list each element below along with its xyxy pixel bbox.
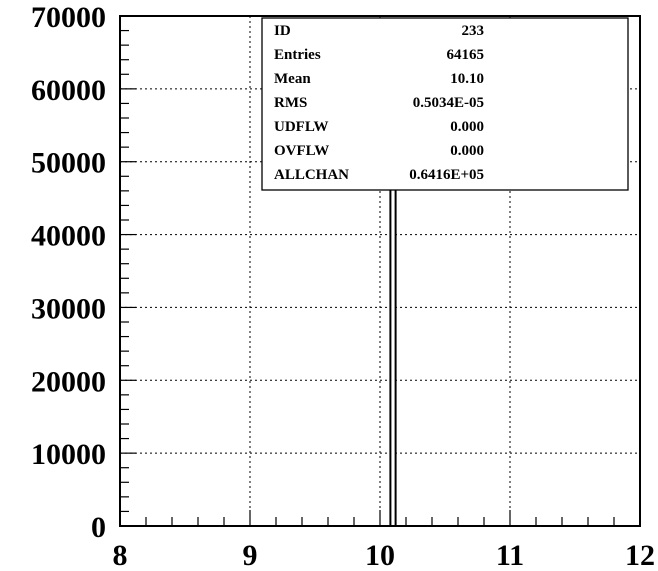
- x-tick-label: 8: [113, 539, 128, 571]
- y-tick-label: 70000: [31, 1, 106, 34]
- y-tick-label: 60000: [31, 74, 106, 107]
- y-tick-label: 10000: [31, 438, 106, 471]
- stats-box-frame: [261, 17, 629, 191]
- stats-value-rms: 0.5034E-05: [413, 95, 484, 111]
- stats-label-entries: Entries: [274, 47, 321, 63]
- stats-label-udflw: UDFLW: [274, 119, 328, 135]
- stats-label-mean: Mean: [274, 71, 311, 87]
- stats-value-entries: 64165: [447, 47, 485, 63]
- stats-value-allchan: 0.6416E+05: [409, 167, 484, 183]
- stats-label-id: ID: [274, 23, 291, 39]
- y-tick-label: 30000: [31, 292, 106, 325]
- stats-value-mean: 10.10: [450, 71, 484, 87]
- stats-value-id: 233: [462, 23, 485, 39]
- x-tick-label: 11: [496, 539, 524, 571]
- y-tick-label: 0: [91, 511, 106, 544]
- x-tick-label: 12: [625, 539, 655, 571]
- y-tick-label: 50000: [31, 147, 106, 180]
- stats-label-rms: RMS: [274, 95, 307, 111]
- minor-ticks: [119, 15, 641, 527]
- stats-label-allchan: ALLCHAN: [274, 167, 349, 183]
- stats-value-udflw: 0.000: [450, 119, 484, 135]
- x-tick-label: 10: [365, 539, 395, 571]
- stats-box: ID 233 Entries 64165 Mean 10.10 RMS 0.5034E-05 U…: [261, 17, 629, 191]
- x-axis: 8 9 10 11 12: [113, 539, 656, 571]
- y-tick-label: 40000: [31, 220, 106, 253]
- stats-value-ovflw: 0.000: [450, 143, 484, 159]
- stats-label-ovflw: OVFLW: [274, 143, 329, 159]
- y-axis: 0 10000 20000 30000 40000 50000 60000 70000: [31, 1, 106, 544]
- y-tick-label: 20000: [31, 365, 106, 398]
- x-tick-label: 9: [243, 539, 258, 571]
